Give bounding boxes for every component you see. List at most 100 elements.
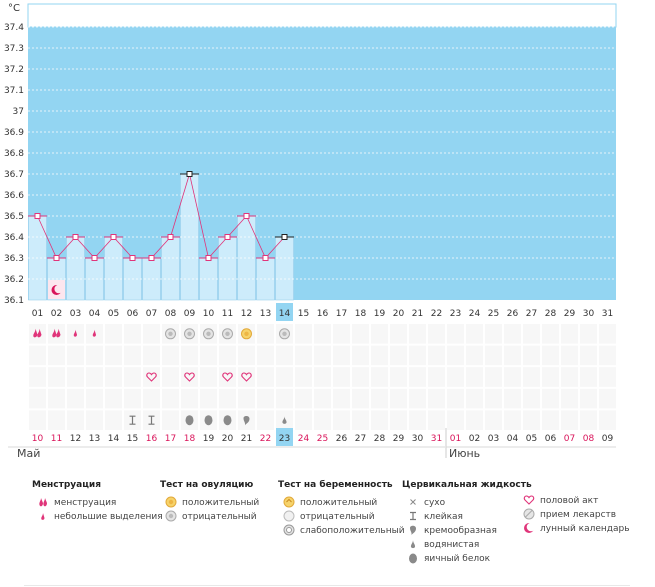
temperature-point[interactable] bbox=[186, 171, 193, 177]
marker-cell[interactable] bbox=[47, 366, 66, 388]
marker-cell[interactable] bbox=[66, 409, 85, 431]
day-label[interactable]: 03 bbox=[70, 309, 81, 319]
day-label[interactable]: 16 bbox=[317, 309, 329, 319]
marker-cell[interactable] bbox=[313, 409, 332, 431]
marker-cell[interactable] bbox=[541, 387, 560, 410]
day-label[interactable]: 20 bbox=[393, 309, 405, 319]
marker-cell[interactable] bbox=[66, 344, 85, 367]
marker-cell[interactable] bbox=[294, 366, 313, 388]
marker-cell[interactable] bbox=[484, 323, 503, 345]
marker-cell[interactable] bbox=[161, 366, 180, 388]
marker-cell[interactable] bbox=[28, 366, 47, 388]
marker-cell[interactable] bbox=[446, 323, 465, 345]
marker-cell[interactable] bbox=[256, 344, 275, 367]
marker-cell[interactable] bbox=[370, 344, 389, 367]
temperature-point[interactable] bbox=[262, 255, 269, 261]
marker-cell[interactable] bbox=[503, 344, 522, 367]
temperature-point[interactable] bbox=[91, 255, 98, 261]
marker-cell[interactable] bbox=[294, 387, 313, 410]
marker-cell[interactable] bbox=[237, 387, 256, 410]
temperature-point[interactable] bbox=[148, 255, 155, 261]
temperature-point[interactable] bbox=[281, 234, 288, 240]
marker-cell[interactable] bbox=[85, 387, 104, 410]
marker-cell[interactable] bbox=[427, 344, 446, 367]
marker-cell[interactable] bbox=[522, 366, 541, 388]
marker-cell[interactable] bbox=[47, 323, 66, 345]
temperature-point[interactable] bbox=[167, 234, 174, 240]
marker-cell[interactable] bbox=[313, 387, 332, 410]
marker-cell[interactable] bbox=[598, 387, 617, 410]
marker-cell[interactable] bbox=[522, 323, 541, 345]
marker-cell[interactable] bbox=[579, 387, 598, 410]
marker-cell[interactable] bbox=[104, 323, 123, 345]
marker-cell[interactable] bbox=[332, 344, 351, 367]
marker-cell[interactable] bbox=[313, 366, 332, 388]
marker-cell[interactable] bbox=[560, 344, 579, 367]
marker-cell[interactable] bbox=[161, 344, 180, 367]
day-label[interactable]: 28 bbox=[545, 309, 557, 319]
marker-cell[interactable] bbox=[465, 366, 484, 388]
marker-cell[interactable] bbox=[446, 387, 465, 410]
marker-cell[interactable] bbox=[503, 323, 522, 345]
marker-cell[interactable] bbox=[465, 409, 484, 431]
marker-cell[interactable] bbox=[560, 409, 579, 431]
marker-cell[interactable] bbox=[104, 344, 123, 367]
marker-cell[interactable] bbox=[47, 409, 66, 431]
marker-cell[interactable] bbox=[427, 387, 446, 410]
marker-cell[interactable] bbox=[123, 344, 142, 367]
marker-cell[interactable] bbox=[142, 344, 161, 367]
temperature-point[interactable] bbox=[110, 234, 117, 240]
marker-cell[interactable] bbox=[123, 366, 142, 388]
marker-cell[interactable] bbox=[85, 344, 104, 367]
marker-cell[interactable] bbox=[522, 344, 541, 367]
marker-cell[interactable] bbox=[66, 366, 85, 388]
marker-cell[interactable] bbox=[28, 409, 47, 431]
day-label[interactable]: 04 bbox=[89, 309, 101, 319]
day-label[interactable]: 23 bbox=[450, 309, 461, 319]
marker-cell[interactable] bbox=[218, 387, 237, 410]
marker-cell[interactable] bbox=[541, 366, 560, 388]
marker-cell[interactable] bbox=[541, 323, 560, 345]
marker-cell[interactable] bbox=[294, 323, 313, 345]
day-label[interactable]: 18 bbox=[355, 309, 367, 319]
marker-cell[interactable] bbox=[142, 366, 161, 388]
marker-cell[interactable] bbox=[389, 344, 408, 367]
marker-cell[interactable] bbox=[85, 409, 104, 431]
marker-cell[interactable] bbox=[503, 409, 522, 431]
marker-cell[interactable] bbox=[579, 344, 598, 367]
day-label[interactable]: 30 bbox=[583, 309, 595, 319]
day-label[interactable]: 13 bbox=[260, 309, 271, 319]
marker-cell[interactable] bbox=[370, 323, 389, 345]
marker-cell[interactable] bbox=[180, 344, 199, 367]
marker-cell[interactable] bbox=[351, 344, 370, 367]
marker-cell[interactable] bbox=[28, 387, 47, 410]
marker-cell[interactable] bbox=[275, 366, 294, 388]
marker-cell[interactable] bbox=[123, 387, 142, 410]
marker-cell[interactable] bbox=[351, 409, 370, 431]
marker-cell[interactable] bbox=[332, 409, 351, 431]
marker-cell[interactable] bbox=[161, 387, 180, 410]
day-label[interactable]: 22 bbox=[431, 309, 442, 319]
marker-cell[interactable] bbox=[427, 366, 446, 388]
day-label[interactable]: 08 bbox=[165, 309, 177, 319]
marker-cell[interactable] bbox=[541, 409, 560, 431]
marker-cell[interactable] bbox=[465, 344, 484, 367]
marker-cell[interactable] bbox=[28, 344, 47, 367]
day-label[interactable]: 02 bbox=[51, 309, 62, 319]
marker-cell[interactable] bbox=[446, 409, 465, 431]
marker-cell[interactable] bbox=[199, 366, 218, 388]
temperature-point[interactable] bbox=[224, 234, 231, 240]
day-label[interactable]: 10 bbox=[203, 309, 215, 319]
marker-cell[interactable] bbox=[28, 323, 47, 345]
marker-cell[interactable] bbox=[522, 409, 541, 431]
marker-cell[interactable] bbox=[313, 344, 332, 367]
marker-cell[interactable] bbox=[370, 409, 389, 431]
marker-cell[interactable] bbox=[275, 387, 294, 410]
marker-cell[interactable] bbox=[389, 366, 408, 388]
marker-cell[interactable] bbox=[332, 323, 351, 345]
marker-cell[interactable] bbox=[218, 366, 237, 388]
day-label[interactable]: 09 bbox=[184, 309, 196, 319]
marker-cell[interactable] bbox=[579, 409, 598, 431]
marker-cell[interactable] bbox=[199, 387, 218, 410]
marker-cell[interactable] bbox=[237, 344, 256, 367]
